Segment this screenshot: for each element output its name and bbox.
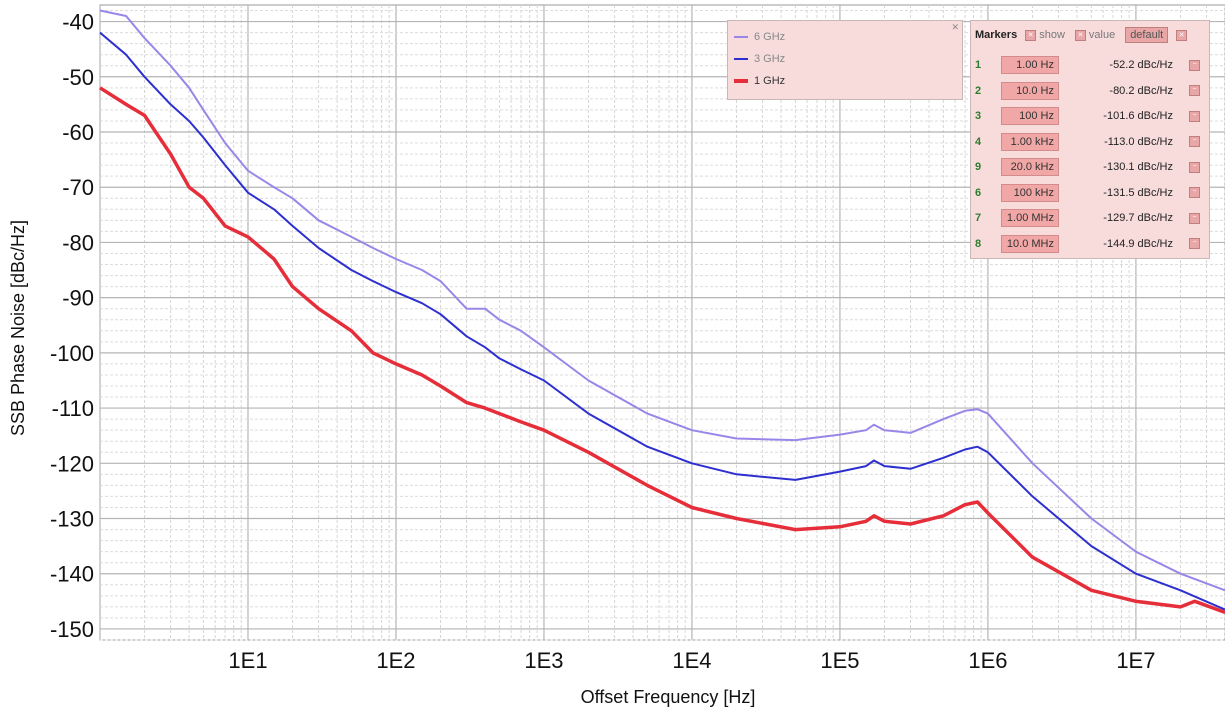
markers-panel: Markers ✕ show ✕ value default ✕ 1 1.00 H… bbox=[970, 20, 1210, 259]
remove-marker-icon[interactable]: − bbox=[1189, 238, 1200, 249]
series-lines bbox=[99, 9, 1225, 615]
marker-frequency-field[interactable]: 10.0 Hz bbox=[1001, 81, 1059, 100]
y-axis-label: SSB Phase Noise [dBc/Hz] bbox=[8, 220, 28, 436]
value-label: value bbox=[1088, 29, 1116, 41]
close-icon[interactable]: ✕ bbox=[951, 22, 959, 32]
marker-row[interactable]: 3 100 Hz -101.6 dBc/Hz − bbox=[975, 106, 1205, 126]
marker-id: 3 bbox=[975, 110, 982, 122]
x-tick-label: 1E3 bbox=[524, 648, 563, 673]
close-icon[interactable]: ✕ bbox=[1176, 29, 1188, 41]
marker-frequency-field[interactable]: 100 Hz bbox=[1001, 107, 1059, 125]
y-tick-label: -40 bbox=[62, 10, 94, 35]
remove-marker-icon[interactable]: − bbox=[1189, 161, 1200, 173]
marker-value: -130.1 dBc/Hz bbox=[1103, 161, 1173, 173]
marker-row[interactable]: 7 1.00 MHz -129.7 dBc/Hz − bbox=[975, 208, 1205, 228]
marker-value: -144.9 dBc/Hz bbox=[1103, 237, 1173, 250]
x-tick-label: 1E6 bbox=[968, 648, 1007, 673]
marker-row[interactable]: 6 100 kHz -131.5 dBc/Hz − bbox=[975, 183, 1205, 203]
marker-row[interactable]: 9 20.0 kHz -130.1 dBc/Hz − bbox=[975, 157, 1205, 177]
marker-row[interactable]: 2 10.0 Hz -80.2 dBc/Hz − bbox=[975, 81, 1205, 101]
checkbox-icon[interactable]: ✕ bbox=[1074, 29, 1086, 41]
series-line-6ghz bbox=[99, 9, 1225, 592]
x-tick-label: 1E2 bbox=[376, 648, 415, 673]
marker-id: 4 bbox=[975, 135, 982, 148]
y-tick-label: -100 bbox=[50, 341, 94, 366]
legend-swatch bbox=[734, 79, 748, 83]
remove-marker-icon[interactable]: − bbox=[1189, 212, 1200, 224]
remove-marker-icon[interactable]: − bbox=[1189, 59, 1200, 71]
y-tick-label: -140 bbox=[50, 562, 94, 587]
marker-id: 8 bbox=[975, 237, 982, 250]
show-toggle[interactable]: ✕ show bbox=[1025, 29, 1065, 41]
marker-frequency-field[interactable]: 10.0 MHz bbox=[1001, 234, 1059, 253]
markers-header: Markers ✕ show ✕ value default ✕ bbox=[975, 25, 1205, 45]
marker-id: 7 bbox=[975, 212, 982, 224]
legend-swatch bbox=[734, 58, 748, 60]
y-tick-label: -130 bbox=[50, 507, 94, 532]
marker-frequency-field[interactable]: 100 kHz bbox=[1001, 183, 1059, 202]
marker-value: -129.7 dBc/Hz bbox=[1103, 212, 1173, 224]
marker-row[interactable]: 1 1.00 Hz -52.2 dBc/Hz − bbox=[975, 55, 1205, 75]
y-tick-label: -120 bbox=[50, 451, 94, 476]
marker-value: -80.2 dBc/Hz bbox=[1109, 84, 1173, 97]
default-button[interactable]: default bbox=[1125, 27, 1169, 43]
x-tick-label: 1E7 bbox=[1116, 648, 1155, 673]
y-tick-label: -110 bbox=[52, 396, 94, 421]
remove-marker-icon[interactable]: − bbox=[1189, 85, 1200, 96]
y-tick-label: -60 bbox=[62, 120, 94, 145]
legend: ✕ 6 GHz 3 GHz 1 GHz bbox=[727, 20, 963, 100]
y-tick-label: -90 bbox=[62, 286, 94, 311]
marker-value: -131.5 dBc/Hz bbox=[1103, 186, 1173, 199]
show-label: show bbox=[1039, 29, 1065, 41]
y-tick-label: -150 bbox=[50, 617, 94, 642]
marker-id: 2 bbox=[975, 84, 982, 97]
value-toggle[interactable]: ✕ value bbox=[1074, 29, 1116, 41]
marker-frequency-field[interactable]: 1.00 kHz bbox=[1001, 132, 1059, 151]
marker-id: 6 bbox=[975, 186, 982, 199]
marker-frequency-field[interactable]: 1.00 MHz bbox=[1001, 209, 1059, 227]
remove-marker-icon[interactable]: − bbox=[1189, 187, 1200, 198]
marker-id: 1 bbox=[975, 59, 982, 71]
marker-row[interactable]: 8 10.0 MHz -144.9 dBc/Hz − bbox=[975, 234, 1205, 254]
legend-swatch bbox=[734, 36, 748, 38]
legend-label: 6 GHz bbox=[754, 31, 786, 43]
series-line-1ghz bbox=[99, 86, 1225, 615]
remove-marker-icon[interactable]: − bbox=[1189, 110, 1200, 122]
marker-value: -113.0 dBc/Hz bbox=[1104, 135, 1173, 148]
legend-item-3ghz[interactable]: 3 GHz bbox=[734, 49, 785, 69]
axes: -40 -50 -60 -70 -80 -90 -100 -110 -120 -130 -140 -1… bbox=[50, 10, 1156, 673]
marker-value: -52.2 dBc/Hz bbox=[1109, 59, 1173, 71]
x-tick-label: 1E5 bbox=[820, 648, 859, 673]
marker-row[interactable]: 4 1.00 kHz -113.0 dBc/Hz − bbox=[975, 132, 1205, 152]
y-tick-label: -70 bbox=[62, 175, 94, 200]
legend-item-6ghz[interactable]: 6 GHz bbox=[734, 27, 785, 47]
legend-label: 1 GHz bbox=[754, 75, 786, 87]
x-axis-label: Offset Frequency [Hz] bbox=[581, 687, 756, 707]
checkbox-icon[interactable]: ✕ bbox=[1025, 29, 1037, 41]
y-tick-label: -50 bbox=[62, 65, 94, 90]
marker-frequency-field[interactable]: 1.00 Hz bbox=[1001, 56, 1059, 74]
x-tick-label: 1E1 bbox=[228, 648, 267, 673]
markers-title: Markers bbox=[975, 29, 1018, 41]
series-line-3ghz bbox=[99, 31, 1225, 611]
y-tick-label: -80 bbox=[62, 230, 94, 255]
legend-label: 3 GHz bbox=[754, 53, 786, 65]
legend-item-1ghz[interactable]: 1 GHz bbox=[734, 71, 785, 91]
marker-id: 9 bbox=[975, 161, 982, 173]
marker-frequency-field[interactable]: 20.0 kHz bbox=[1001, 158, 1059, 176]
marker-value: -101.6 dBc/Hz bbox=[1103, 110, 1173, 122]
remove-marker-icon[interactable]: − bbox=[1189, 136, 1200, 147]
x-tick-label: 1E4 bbox=[672, 648, 711, 673]
